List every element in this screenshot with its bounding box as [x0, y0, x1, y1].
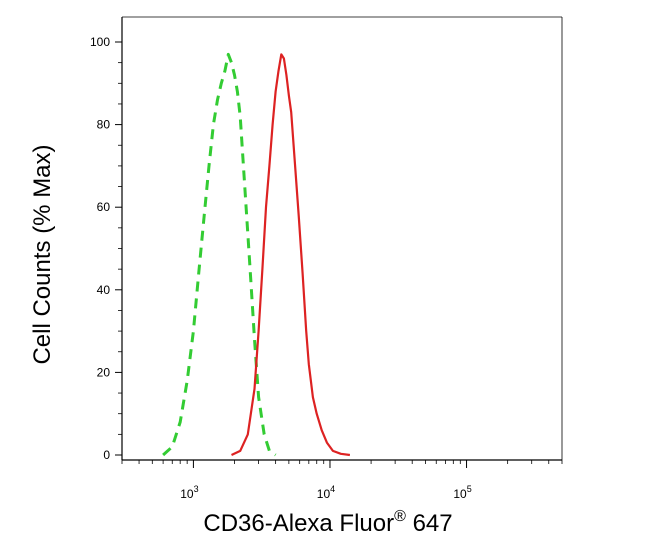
x-axis-label: CD36-Alexa Fluor® 647 [203, 508, 452, 537]
y-tick-label: 100 [90, 35, 110, 49]
control-histogram-line [162, 52, 277, 457]
x-tick-label: 103 [180, 484, 198, 501]
y-tick-label: 20 [97, 365, 111, 379]
x-axis-label-superscript: ® [394, 508, 406, 525]
y-tick-label: 80 [97, 118, 111, 132]
stained-histogram-line [231, 53, 351, 457]
x-axis-label-main: CD36-Alexa Fluor [203, 510, 394, 537]
y-tick-label: 0 [103, 448, 110, 462]
x-tick-label: 105 [453, 484, 471, 501]
series-layer [162, 52, 351, 457]
y-axis-label: Cell Counts (% Max) [29, 144, 56, 364]
x-axis-ticks: 103 104 105 [121, 460, 563, 501]
x-axis-label-suffix: 647 [406, 510, 453, 537]
x-tick-label: 104 [317, 484, 335, 501]
plot-frame [121, 16, 563, 461]
y-tick-label: 60 [97, 200, 111, 214]
y-axis-ticks: 0 20 40 60 80 100 [90, 35, 122, 462]
y-tick-label: 40 [97, 283, 111, 297]
